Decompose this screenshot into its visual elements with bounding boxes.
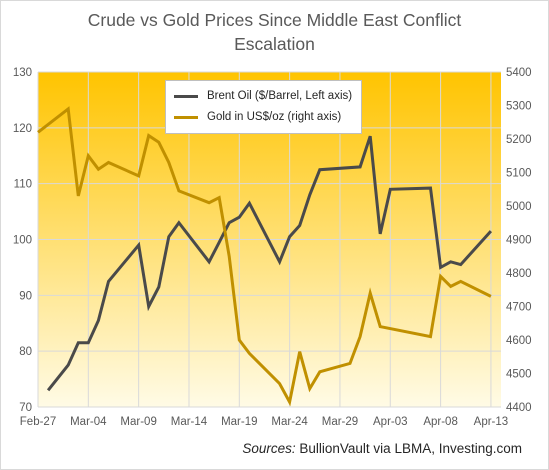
chart-title-line-1: Crude vs Gold Prices Since Middle East C… xyxy=(87,10,462,30)
x-tick-label: Mar-24 xyxy=(271,416,308,428)
x-tick-label: Mar-09 xyxy=(120,416,156,428)
oil-price-line xyxy=(46,135,493,392)
series-lines xyxy=(37,106,493,407)
x-tick-label: Apr-08 xyxy=(423,416,458,428)
source-lead: Sources: xyxy=(242,441,296,456)
left-tick-label: 80 xyxy=(19,346,32,358)
right-tick-label: 5100 xyxy=(506,168,532,180)
legend-label-gold: Gold in US$/oz (right axis) xyxy=(207,111,342,123)
left-tick-label: 120 xyxy=(13,123,32,135)
legend-item-oil: Brent Oil ($/Barrel, Left axis) xyxy=(174,88,352,104)
left-tick-label: 130 xyxy=(13,67,32,79)
left-tick-label: 70 xyxy=(19,402,32,414)
chart-title: Crude vs Gold Prices Since Middle East C… xyxy=(0,8,549,56)
legend-swatch-oil xyxy=(174,94,198,98)
source-text: BullionVault via LBMA, Investing.com xyxy=(295,441,522,456)
left-tick-label: 100 xyxy=(13,235,32,247)
right-tick-label: 4500 xyxy=(506,369,532,381)
right-tick-label: 5400 xyxy=(506,67,532,79)
legend-item-gold: Gold in US$/oz (right axis) xyxy=(174,109,341,125)
right-tick-label: 4800 xyxy=(506,268,532,280)
right-tick-label: 5200 xyxy=(506,134,532,146)
right-axis: 4400 4500 4600 4700 4800 4900 5000 5100 5200 5300… xyxy=(506,67,532,414)
source-note: Sources: BullionVault via LBMA, Investin… xyxy=(0,441,522,456)
x-axis: Feb-27 Mar-04 Mar-09 Mar-14 Mar-19 Mar-24 Mar-… xyxy=(20,416,508,428)
x-tick-label: Mar-04 xyxy=(70,416,107,428)
x-tick-label: Feb-27 xyxy=(20,416,56,428)
right-tick-label: 4700 xyxy=(506,302,532,314)
x-tick-label: Mar-29 xyxy=(322,416,358,428)
x-tick-label: Mar-19 xyxy=(221,416,257,428)
x-tick-label: Apr-03 xyxy=(373,416,408,428)
right-tick-label: 4400 xyxy=(506,402,532,414)
right-tick-label: 5000 xyxy=(506,201,532,213)
left-tick-label: 110 xyxy=(14,179,32,191)
x-tick-label: Mar-14 xyxy=(171,416,208,428)
chart-title-line-2: Escalation xyxy=(234,34,315,54)
x-tick-label: Apr-13 xyxy=(474,416,509,428)
right-tick-label: 4900 xyxy=(506,235,532,247)
legend-swatch-gold xyxy=(174,115,198,119)
right-tick-label: 4600 xyxy=(506,335,532,347)
left-axis: 70 80 90 100 110 120 130 xyxy=(13,67,32,414)
legend-label-oil: Brent Oil ($/Barrel, Left axis) xyxy=(207,90,353,102)
left-tick-label: 90 xyxy=(19,290,32,302)
chart-legend: Brent Oil ($/Barrel, Left axis) Gold in … xyxy=(165,80,362,134)
right-tick-label: 5300 xyxy=(506,101,532,113)
gold-price-line xyxy=(37,106,492,407)
